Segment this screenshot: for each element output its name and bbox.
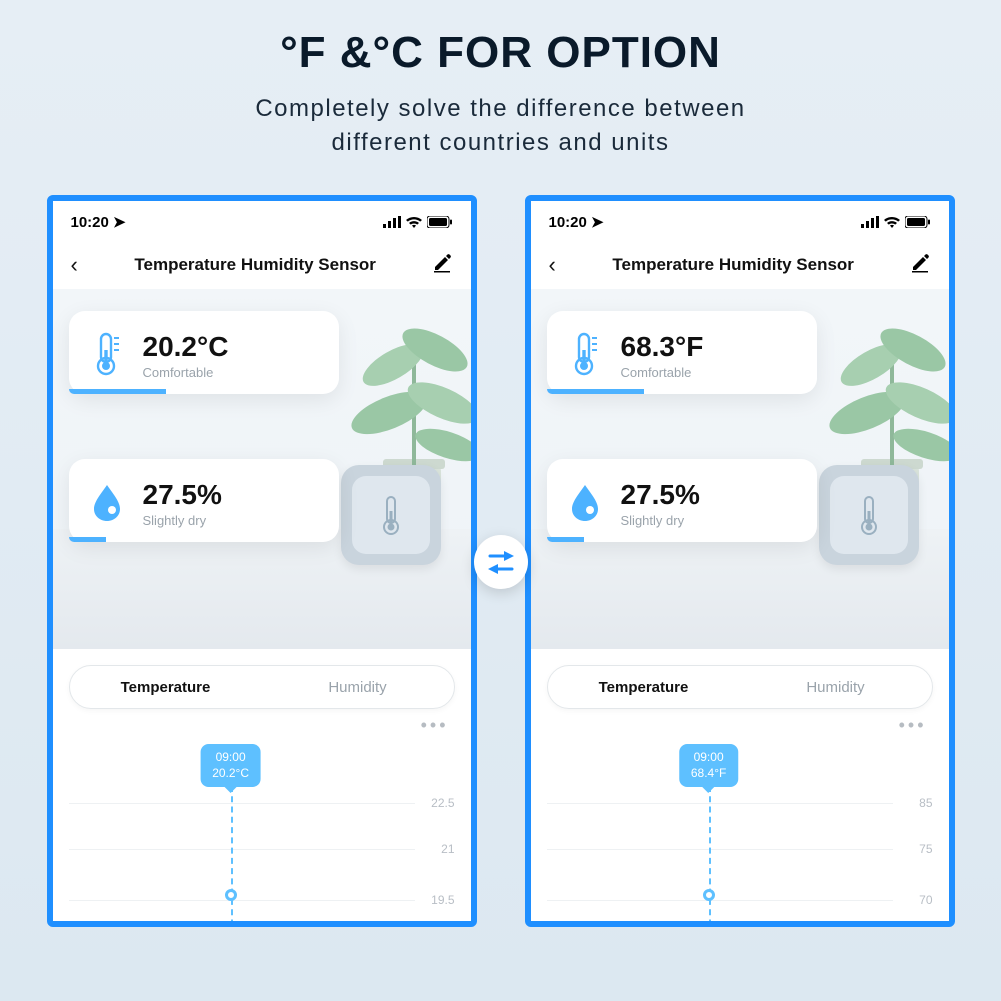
temperature-status: Comfortable <box>621 365 704 380</box>
edit-button[interactable] <box>910 253 930 278</box>
droplet-icon <box>565 479 605 525</box>
humidity-card[interactable]: 27.5% Slightly dry <box>547 459 817 542</box>
temperature-bar <box>547 389 644 394</box>
signal-icon <box>861 216 879 228</box>
sensor-device <box>341 465 441 565</box>
sensor-device <box>819 465 919 565</box>
humidity-card[interactable]: 27.5% Slightly dry <box>69 459 339 542</box>
phone-fahrenheit: 10:20 ➤ ‹ Temperature Humidity Sensor <box>525 195 955 927</box>
more-options[interactable]: ••• <box>531 709 949 736</box>
humidity-status: Slightly dry <box>621 513 700 528</box>
thermometer-icon <box>565 331 605 377</box>
app-title: Temperature Humidity Sensor <box>134 255 376 275</box>
temperature-card[interactable]: 68.3°F Comfortable <box>547 311 817 394</box>
hero-title: °F &°C FOR OPTION <box>0 0 1001 78</box>
temperature-chart[interactable]: 22.5 21 19.5 18 09:0020.2°C <box>69 744 455 927</box>
temperature-value: 68.3°F <box>621 331 704 363</box>
location-icon: ➤ <box>591 214 604 231</box>
tab-temperature[interactable]: Temperature <box>548 666 740 708</box>
y-label: 21 <box>441 842 454 856</box>
tab-humidity[interactable]: Humidity <box>262 666 454 708</box>
signal-icon <box>383 216 401 228</box>
humidity-value: 27.5% <box>621 479 700 511</box>
wifi-icon <box>884 216 900 228</box>
thermometer-icon <box>858 495 880 535</box>
scene-area: 20.2°C Comfortable 27.5% Slightly dry <box>53 289 471 649</box>
temperature-status: Comfortable <box>143 365 229 380</box>
chart-tooltip: 09:0068.4°F <box>679 744 738 787</box>
tab-humidity[interactable]: Humidity <box>740 666 932 708</box>
status-bar: 10:20 ➤ <box>53 207 471 237</box>
scene-area: 68.3°F Comfortable 27.5% Slightly dry <box>531 289 949 649</box>
back-button[interactable]: ‹ <box>549 254 556 276</box>
chart-tabs: Temperature Humidity <box>547 665 933 709</box>
edit-button[interactable] <box>432 253 452 278</box>
temperature-value: 20.2°C <box>143 331 229 363</box>
phone-celsius: 10:20 ➤ ‹ Temperature Humidity Sensor <box>47 195 477 927</box>
swap-icon <box>474 535 528 589</box>
chart-marker-line <box>231 786 233 927</box>
wifi-icon <box>406 216 422 228</box>
status-time: 10:20 ➤ <box>71 213 126 231</box>
app-title: Temperature Humidity Sensor <box>612 255 854 275</box>
hero-sub-line1: Completely solve the difference between <box>255 95 745 122</box>
y-label: 19.5 <box>431 893 454 907</box>
phones-row: 10:20 ➤ ‹ Temperature Humidity Sensor <box>0 195 1001 927</box>
thermometer-icon <box>87 331 127 377</box>
chart-marker-line <box>709 786 711 927</box>
temperature-chart[interactable]: 85 75 70 65 09:0068.4°F <box>547 744 933 927</box>
back-button[interactable]: ‹ <box>71 254 78 276</box>
chart-tabs: Temperature Humidity <box>69 665 455 709</box>
humidity-status: Slightly dry <box>143 513 222 528</box>
y-label: 75 <box>919 842 932 856</box>
y-label: 85 <box>919 796 932 810</box>
location-icon: ➤ <box>113 214 126 231</box>
temperature-card[interactable]: 20.2°C Comfortable <box>69 311 339 394</box>
battery-icon <box>905 216 931 228</box>
chart-marker-dot <box>225 889 237 901</box>
humidity-bar <box>547 537 585 542</box>
status-bar: 10:20 ➤ <box>531 207 949 237</box>
y-label: 22.5 <box>431 796 454 810</box>
status-time: 10:20 ➤ <box>549 213 604 231</box>
humidity-value: 27.5% <box>143 479 222 511</box>
chart-marker-dot <box>703 889 715 901</box>
y-label: 70 <box>919 893 932 907</box>
app-header: ‹ Temperature Humidity Sensor <box>53 241 471 289</box>
more-options[interactable]: ••• <box>53 709 471 736</box>
hero-subtitle: Completely solve the difference between … <box>0 92 1001 159</box>
thermometer-icon <box>380 495 402 535</box>
droplet-icon <box>87 479 127 525</box>
temperature-bar <box>69 389 166 394</box>
status-icons <box>861 216 931 228</box>
status-icons <box>383 216 453 228</box>
hero-sub-line2: different countries and units <box>332 129 670 156</box>
tab-temperature[interactable]: Temperature <box>70 666 262 708</box>
humidity-bar <box>69 537 107 542</box>
battery-icon <box>427 216 453 228</box>
app-header: ‹ Temperature Humidity Sensor <box>531 241 949 289</box>
chart-tooltip: 09:0020.2°C <box>200 744 261 787</box>
